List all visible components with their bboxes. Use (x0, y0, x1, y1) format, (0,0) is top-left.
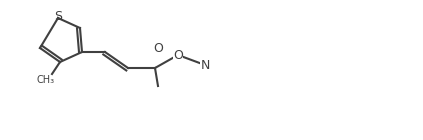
Text: N: N (201, 59, 210, 72)
Text: O: O (153, 41, 163, 54)
Text: CH₃: CH₃ (37, 75, 55, 85)
Text: S: S (54, 10, 62, 23)
Text: O: O (173, 48, 183, 61)
